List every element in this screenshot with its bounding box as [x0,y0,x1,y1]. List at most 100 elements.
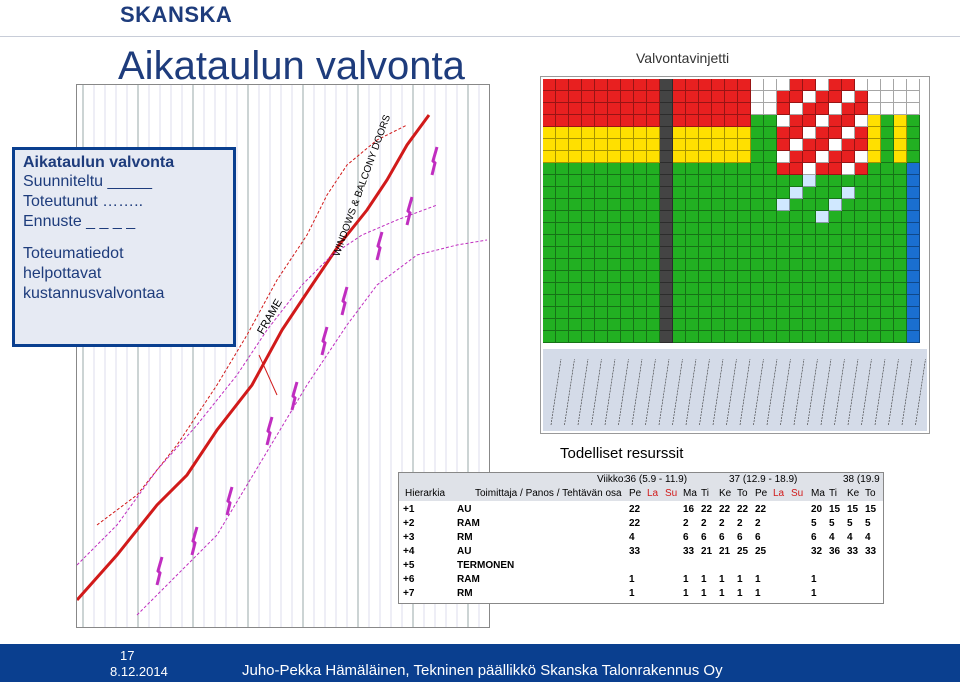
value-cell: 1 [629,588,635,599]
value-cell: 1 [737,574,743,585]
table-row[interactable]: +6 RAM 1 1 1 1 1 1 1 [399,573,883,587]
value-cell: 5 [829,518,835,529]
status-matrix [540,76,930,434]
legend-forecast: Ennuste _ _ _ _ [23,213,136,230]
value-cell: 2 [683,518,689,529]
value-cell: 33 [847,546,859,557]
header-divider [0,36,960,37]
supplier-cell: AU [457,504,472,515]
forecast-line-mid [77,204,438,566]
week-36: 36 (5.9 - 11.9) [625,474,688,485]
note-line-3: kustannusvalvontaa [23,285,165,302]
resource-table: Viikko: 36 (5.9 - 11.9) 37 (12.9 - 18.9)… [398,472,884,604]
actual-segment [290,381,299,411]
value-cell: 22 [629,518,641,529]
value-cell: 6 [701,532,707,543]
value-cell: 21 [719,546,731,557]
table-row[interactable]: +2 RAM 22 2 2 2 2 2 5 5 5 5 [399,517,883,531]
value-cell: 2 [755,518,761,529]
value-cell: 4 [629,532,635,543]
value-cell: 1 [719,574,725,585]
value-cell: 6 [683,532,689,543]
actual-segment [430,146,439,176]
day-header: Pe [629,488,642,499]
hierarchy-cell: +7 [403,588,415,599]
table-row[interactable]: +3 RM 4 6 6 6 6 6 6 4 4 4 [399,531,883,545]
actual-segment [225,486,234,516]
hierarchy-cell: +4 [403,546,415,557]
status-matrix-column-headers [543,349,927,431]
value-cell: 33 [629,546,641,557]
legend-actual: Toteutunut …….. [23,193,144,210]
value-cell: 6 [719,532,725,543]
note-line-1: Toteumatiedot [23,245,124,262]
value-cell: 20 [811,504,823,515]
value-cell: 1 [629,574,635,585]
supplier-cell: RAM [457,574,480,585]
supplier-cell: RAM [457,518,480,529]
supplier-cell: AU [457,546,472,557]
hierarchy-cell: +5 [403,560,415,571]
value-cell: 1 [811,588,817,599]
value-cell: 21 [701,546,713,557]
day-header: To [865,488,876,499]
value-cell: 1 [719,588,725,599]
table-row[interactable]: +5 TERMONEN [399,559,883,573]
value-cell: 1 [737,588,743,599]
value-cell: 6 [755,532,761,543]
value-cell: 2 [737,518,743,529]
forecast-line-upper [96,124,408,526]
value-cell: 15 [865,504,877,515]
hierarchy-cell: +3 [403,532,415,543]
value-cell: 5 [847,518,853,529]
footer-date: 8.12.2014 [110,664,168,679]
actual-segment [190,526,199,556]
day-header: Ti [829,488,837,499]
table-row[interactable]: +7 RM 1 1 1 1 1 1 1 [399,587,883,601]
day-header: Ma [683,488,697,499]
value-cell: 2 [701,518,707,529]
day-header: To [737,488,748,499]
value-cell: 22 [737,504,749,515]
value-cell: 6 [811,532,817,543]
legend-heading: Aikataulun valvonta [23,154,175,171]
table-row[interactable]: +1 AU 22 16 22 22 22 22 20 15 15 15 [399,503,883,517]
legend-box: Aikataulun valvonta Suunniteltu _____ To… [12,147,236,347]
actual-segment [320,326,329,356]
supplier-header: Toimittaja / Panos / Tehtävän osa [475,488,622,499]
value-cell: 1 [683,588,689,599]
value-cell: 33 [683,546,695,557]
status-matrix-grid [543,79,920,343]
supplier-cell: RM [457,588,473,599]
value-cell: 16 [683,504,695,515]
actual-segment [155,556,164,586]
value-cell: 15 [829,504,841,515]
value-cell: 4 [847,532,853,543]
week-label: Viikko: [597,474,627,485]
value-cell: 22 [701,504,713,515]
value-cell: 25 [755,546,767,557]
day-header: Su [665,488,678,499]
supplier-cell: TERMONEN [457,560,515,571]
value-cell: 1 [755,574,761,585]
actual-segments [155,146,439,586]
value-cell: 22 [755,504,767,515]
day-header: Ke [847,488,860,499]
actual-segment [405,196,414,226]
value-cell: 1 [755,588,761,599]
supplier-cell: RM [457,532,473,543]
frame-pointer-line [258,354,278,396]
monitoring-label: Valvontavinjetti [636,50,730,66]
value-cell: 6 [737,532,743,543]
day-header: Ma [811,488,825,499]
value-cell: 1 [811,574,817,585]
value-cell: 2 [719,518,725,529]
resources-label: Todelliset resurssit [560,445,684,462]
value-cell: 33 [865,546,877,557]
table-row[interactable]: +4 AU 33 33 21 21 25 25 32 36 33 33 [399,545,883,559]
week-38: 38 (19.9 - [843,474,884,485]
footer-author: Juho-Pekka Hämäläinen, Tekninen päällikk… [242,662,723,679]
value-cell: 32 [811,546,823,557]
week-header-row: Viikko: 36 (5.9 - 11.9) 37 (12.9 - 18.9)… [399,473,883,487]
legend-planned: Suunniteltu _____ [23,173,152,190]
